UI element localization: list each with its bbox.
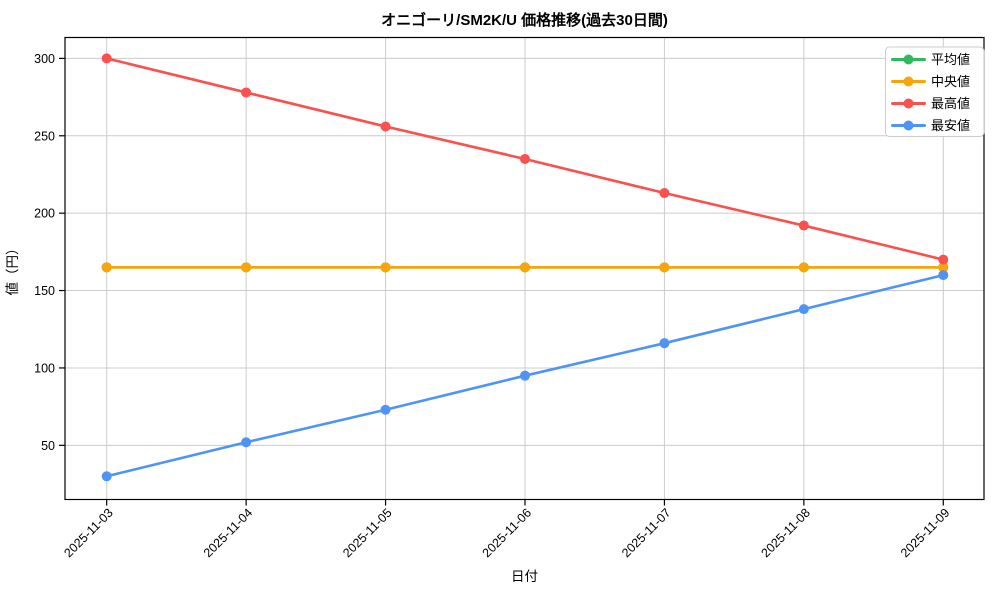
data-point-marker — [519, 262, 530, 273]
series-中央値 — [101, 262, 949, 273]
data-point-marker — [241, 262, 252, 273]
data-point-marker — [519, 153, 530, 164]
data-point-marker — [659, 262, 670, 273]
data-point-marker — [519, 370, 530, 381]
legend-marker-dot — [903, 120, 914, 131]
legend-box — [885, 46, 985, 137]
x-tick-label: 2025-11-08 — [759, 506, 813, 560]
legend-entry-中央値: 中央値 — [891, 74, 970, 89]
x-tick-label: 2025-11-06 — [480, 506, 534, 560]
legend-entry-平均値: 平均値 — [891, 52, 970, 67]
data-point-marker — [659, 338, 670, 349]
x-tick-label: 2025-11-03 — [61, 506, 115, 560]
y-axis-label: 値（円） — [5, 242, 20, 296]
data-point-marker — [380, 262, 391, 273]
legend-marker-dot — [903, 54, 914, 65]
legend-marker-dot — [903, 76, 914, 87]
data-point-marker — [798, 220, 809, 231]
chart-title: オニゴーリ/SM2K/U 価格推移(過去30日間) — [381, 11, 668, 29]
data-point-marker — [241, 437, 252, 448]
y-tick-label: 100 — [34, 361, 55, 375]
data-point-marker — [938, 254, 949, 265]
legend-label: 平均値 — [931, 52, 970, 67]
y-tick-label: 300 — [34, 52, 55, 66]
x-tick-label: 2025-11-09 — [898, 506, 952, 560]
data-point-marker — [101, 262, 112, 273]
y-tick-label: 200 — [34, 207, 55, 221]
data-point-marker — [938, 262, 949, 273]
data-point-marker — [380, 121, 391, 132]
x-axis-label: 日付 — [511, 569, 538, 584]
y-tick-label: 50 — [41, 439, 55, 453]
y-tick-label: 250 — [34, 129, 55, 143]
legend-label: 中央値 — [931, 74, 970, 89]
data-point-marker — [798, 304, 809, 315]
data-point-marker — [380, 404, 391, 415]
x-tick-label: 2025-11-07 — [619, 506, 673, 560]
y-tick-label: 150 — [34, 284, 55, 298]
data-point-marker — [101, 471, 112, 482]
legend-entry-最安値: 最安値 — [891, 118, 970, 133]
data-point-marker — [938, 270, 949, 281]
legend-marker-dot — [903, 98, 914, 109]
x-tick-label: 2025-11-04 — [201, 506, 255, 560]
series-layer — [101, 53, 949, 482]
data-point-marker — [101, 53, 112, 64]
data-point-marker — [659, 188, 670, 199]
data-point-marker — [798, 262, 809, 273]
series-最安値 — [101, 270, 949, 482]
legend-entry-最高値: 最高値 — [891, 96, 970, 111]
series-最高値 — [101, 53, 949, 265]
legend-label: 最安値 — [931, 118, 970, 133]
x-tick-label: 2025-11-05 — [340, 506, 394, 560]
legend-label: 最高値 — [931, 96, 970, 111]
data-point-marker — [241, 87, 252, 98]
